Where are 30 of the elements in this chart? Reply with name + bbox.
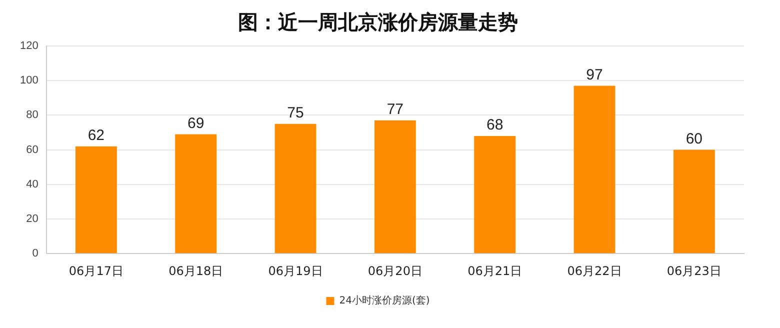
- x-tick-label: 06月18日: [168, 264, 224, 278]
- data-label: 69: [188, 114, 204, 132]
- x-tick-label: 06月23日: [666, 264, 722, 278]
- y-tick-label: 100: [20, 74, 38, 87]
- bar: [574, 86, 616, 254]
- data-label: 62: [88, 126, 105, 144]
- y-tick-label: 80: [26, 109, 38, 122]
- y-tick-label: 120: [20, 40, 38, 52]
- data-label: 97: [586, 66, 603, 84]
- y-tick-label: 0: [32, 248, 38, 260]
- bar: [274, 124, 316, 254]
- y-tick-label: 20: [26, 213, 38, 226]
- legend-label: 24小时涨价房源(套): [339, 294, 430, 307]
- bar: [673, 150, 715, 254]
- x-tick-label: 06月17日: [68, 264, 124, 278]
- x-tick-label: 06月22日: [567, 264, 622, 278]
- bar: [474, 136, 516, 254]
- chart-title: 图：近一周北京涨价房源量走势: [238, 10, 518, 34]
- data-label: 60: [686, 130, 703, 148]
- data-label: 75: [287, 104, 304, 122]
- bar: [175, 134, 217, 254]
- x-tick-label: 06月21日: [468, 264, 522, 278]
- x-tick-label: 06月20日: [368, 264, 422, 278]
- bar: [374, 120, 416, 254]
- y-tick-label: 60: [26, 144, 38, 156]
- data-label: 68: [486, 116, 504, 134]
- data-label: 77: [386, 101, 404, 118]
- x-tick-label: 06月19日: [268, 264, 323, 278]
- y-tick-label: 40: [26, 178, 38, 190]
- bar: [75, 146, 117, 254]
